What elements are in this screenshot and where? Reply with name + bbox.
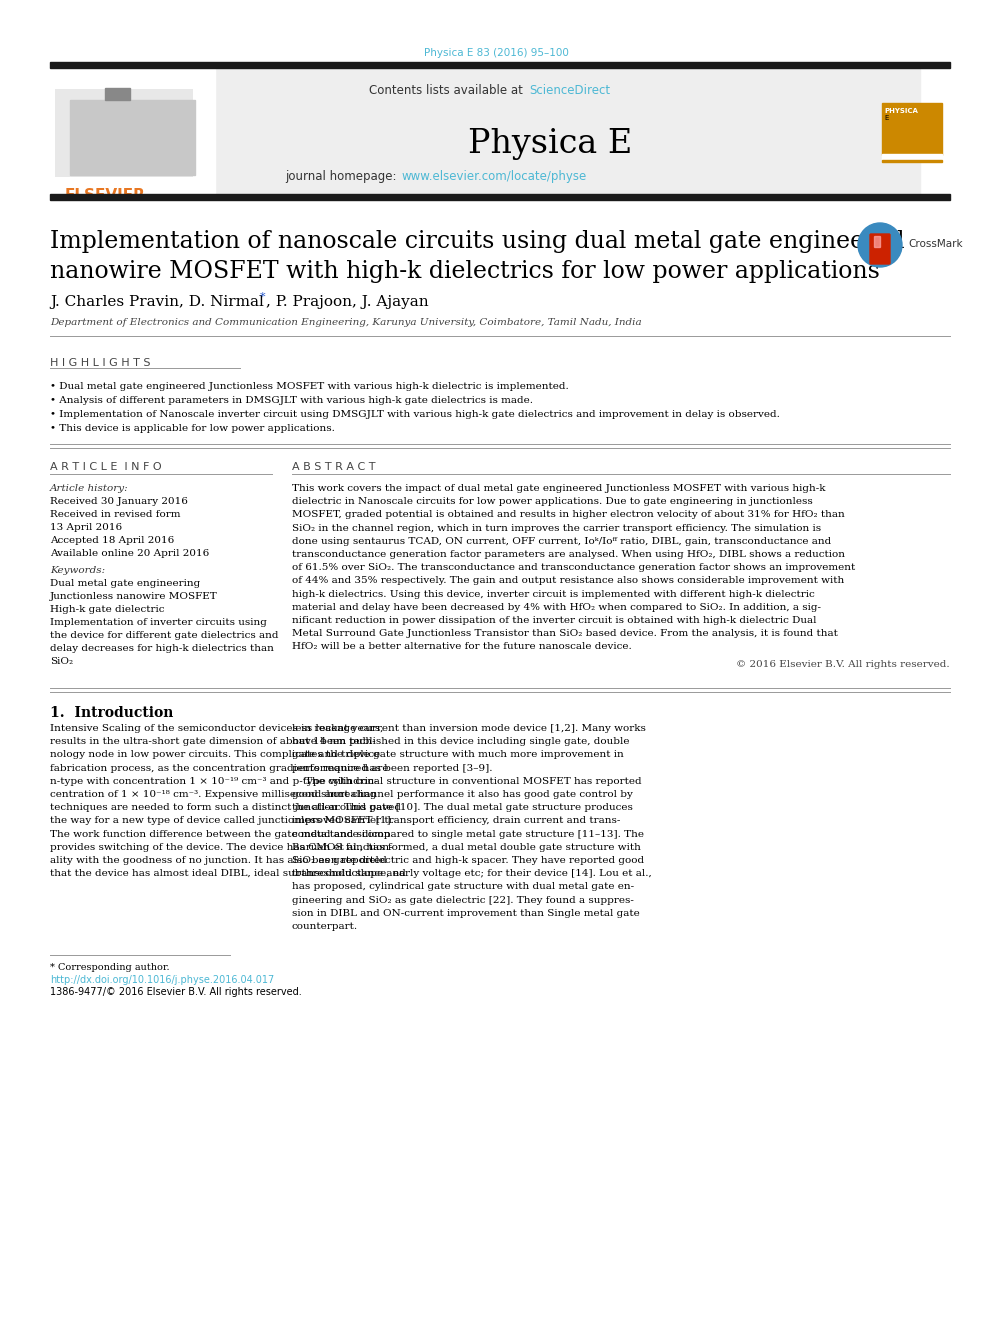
Text: counterpart.: counterpart. bbox=[292, 922, 358, 931]
Text: Implementation of nanoscale circuits using dual metal gate engineered: Implementation of nanoscale circuits usi… bbox=[50, 230, 905, 253]
Text: dielectric in Nanoscale circuits for low power applications. Due to gate enginee: dielectric in Nanoscale circuits for low… bbox=[292, 497, 812, 507]
Text: © 2016 Elsevier B.V. All rights reserved.: © 2016 Elsevier B.V. All rights reserved… bbox=[736, 660, 950, 668]
Text: MOSFET, graded potential is obtained and results in higher electron velocity of : MOSFET, graded potential is obtained and… bbox=[292, 511, 845, 520]
Text: high-k dielectrics. Using this device, inverter circuit is implemented with diff: high-k dielectrics. Using this device, i… bbox=[292, 590, 814, 598]
Text: of 61.5% over SiO₂. The transconductance and transconductance generation factor : of 61.5% over SiO₂. The transconductance… bbox=[292, 564, 855, 573]
Text: less leakage current than inversion mode device [1,2]. Many works: less leakage current than inversion mode… bbox=[292, 724, 646, 733]
Text: Received 30 January 2016: Received 30 January 2016 bbox=[50, 497, 187, 505]
Text: improved carrier transport efficiency, drain current and trans-: improved carrier transport efficiency, d… bbox=[292, 816, 620, 826]
Text: , P. Prajoon, J. Ajayan: , P. Prajoon, J. Ajayan bbox=[266, 295, 429, 310]
Text: transconductance, early voltage etc; for their device [14]. Lou et al.,: transconductance, early voltage etc; for… bbox=[292, 869, 652, 878]
Text: provides switching of the device. The device has CMOS function-: provides switching of the device. The de… bbox=[50, 843, 393, 852]
Text: The work function difference between the gate metal and silicon: The work function difference between the… bbox=[50, 830, 391, 839]
Text: nology node in low power circuits. This complicates the device: nology node in low power circuits. This … bbox=[50, 750, 380, 759]
Text: gate and triple gate structure with much more improvement in: gate and triple gate structure with much… bbox=[292, 750, 624, 759]
Text: conductance compared to single metal gate structure [11–13]. The: conductance compared to single metal gat… bbox=[292, 830, 644, 839]
Text: sion in DIBL and ON-current improvement than Single metal gate: sion in DIBL and ON-current improvement … bbox=[292, 909, 640, 918]
Text: techniques are needed to form such a distinct junction. This paved: techniques are needed to form such a dis… bbox=[50, 803, 401, 812]
Text: This work covers the impact of dual metal gate engineered Junctionless MOSFET wi: This work covers the impact of dual meta… bbox=[292, 484, 825, 493]
Text: • Analysis of different parameters in DMSGJLT with various high-k gate dielectri: • Analysis of different parameters in DM… bbox=[50, 396, 533, 405]
Text: SiO₂ in the channel region, which in turn improves the carrier transport efficie: SiO₂ in the channel region, which in tur… bbox=[292, 524, 821, 533]
Text: Physica E: Physica E bbox=[468, 128, 632, 160]
Text: nificant reduction in power dissipation of the inverter circuit is obtained with: nificant reduction in power dissipation … bbox=[292, 617, 816, 624]
Text: Available online 20 April 2016: Available online 20 April 2016 bbox=[50, 549, 209, 558]
Text: gineering and SiO₂ as gate dielectric [22]. They found a suppres-: gineering and SiO₂ as gate dielectric [2… bbox=[292, 896, 634, 905]
Text: 13 April 2016: 13 April 2016 bbox=[50, 523, 122, 532]
Bar bbox=[50, 69, 215, 194]
Text: • Implementation of Nanoscale inverter circuit using DMSGJLT with various high-k: • Implementation of Nanoscale inverter c… bbox=[50, 410, 780, 419]
Text: delay decreases for high-k dielectrics than: delay decreases for high-k dielectrics t… bbox=[50, 644, 274, 654]
Bar bbox=[55, 89, 193, 177]
Text: CrossMark: CrossMark bbox=[908, 239, 962, 249]
Text: nanowire MOSFET with high-k dielectrics for low power applications: nanowire MOSFET with high-k dielectrics … bbox=[50, 261, 880, 283]
Text: Contents lists available at: Contents lists available at bbox=[369, 83, 527, 97]
Text: • Dual metal gate engineered Junctionless MOSFET with various high-k dielectric : • Dual metal gate engineered Junctionles… bbox=[50, 382, 568, 392]
Text: * Corresponding author.: * Corresponding author. bbox=[50, 963, 170, 972]
Text: transconductance generation factor parameters are analysed. When using HfO₂, DIB: transconductance generation factor param… bbox=[292, 550, 845, 560]
Text: Intensive Scaling of the semiconductor devices in recent years,: Intensive Scaling of the semiconductor d… bbox=[50, 724, 383, 733]
Circle shape bbox=[858, 224, 902, 267]
Text: High-k gate dielectric: High-k gate dielectric bbox=[50, 605, 165, 614]
Bar bbox=[882, 70, 912, 101]
Text: Department of Electronics and Communication Engineering, Karunya University, Coi: Department of Electronics and Communicat… bbox=[50, 318, 642, 327]
Text: HfO₂ will be a better alternative for the future nanoscale device.: HfO₂ will be a better alternative for th… bbox=[292, 643, 632, 651]
Text: journal homepage:: journal homepage: bbox=[285, 169, 400, 183]
Text: have been published in this device including single gate, double: have been published in this device inclu… bbox=[292, 737, 630, 746]
Text: The cylindrical structure in conventional MOSFET has reported: The cylindrical structure in conventiona… bbox=[292, 777, 642, 786]
Text: material and delay have been decreased by 4% with HfO₂ when compared to SiO₂. In: material and delay have been decreased b… bbox=[292, 603, 821, 611]
Text: the device for different gate dielectrics and: the device for different gate dielectric… bbox=[50, 631, 279, 640]
Text: the way for a new type of device called junctionless MOSFET [1].: the way for a new type of device called … bbox=[50, 816, 394, 826]
Text: *: * bbox=[260, 292, 266, 302]
Text: done using sentaurus TCAD, ON current, OFF current, Iᴏᵏ/Iᴏᶠᶠ ratio, DIBL, gain, : done using sentaurus TCAD, ON current, O… bbox=[292, 537, 831, 546]
Bar bbox=[50, 62, 950, 67]
Text: http://dx.doi.org/10.1016/j.physe.2016.04.017: http://dx.doi.org/10.1016/j.physe.2016.0… bbox=[50, 975, 274, 986]
Text: Keywords:: Keywords: bbox=[50, 566, 105, 576]
Text: www.elsevier.com/locate/physe: www.elsevier.com/locate/physe bbox=[402, 169, 587, 183]
Text: performance has been reported [3–9].: performance has been reported [3–9]. bbox=[292, 763, 492, 773]
Text: SiO₂ as gate dielectric and high-k spacer. They have reported good: SiO₂ as gate dielectric and high-k space… bbox=[292, 856, 644, 865]
Text: fabrication process, as the concentration gradients required are: fabrication process, as the concentratio… bbox=[50, 763, 389, 773]
Text: Received in revised form: Received in revised form bbox=[50, 509, 181, 519]
Text: Physica E 83 (2016) 95–100: Physica E 83 (2016) 95–100 bbox=[424, 48, 568, 58]
Text: • This device is applicable for low power applications.: • This device is applicable for low powe… bbox=[50, 423, 335, 433]
Text: A B S T R A C T: A B S T R A C T bbox=[292, 462, 376, 472]
Text: the all-around gate [10]. The dual metal gate structure produces: the all-around gate [10]. The dual metal… bbox=[292, 803, 633, 812]
Bar bbox=[50, 194, 950, 200]
Text: n-type with concentration 1 × 10⁻¹⁹ cm⁻³ and p-type with con-: n-type with concentration 1 × 10⁻¹⁹ cm⁻³… bbox=[50, 777, 378, 786]
Bar bbox=[215, 69, 920, 194]
Text: J. Charles Pravin, D. Nirmal: J. Charles Pravin, D. Nirmal bbox=[50, 295, 264, 310]
Bar bbox=[105, 89, 130, 101]
FancyBboxPatch shape bbox=[870, 234, 890, 265]
Bar bbox=[70, 101, 195, 175]
Text: Junctionless nanowire MOSFET: Junctionless nanowire MOSFET bbox=[50, 591, 218, 601]
Text: ality with the goodness of no junction. It has also been reported: ality with the goodness of no junction. … bbox=[50, 856, 387, 865]
Text: Article history:: Article history: bbox=[50, 484, 129, 493]
Text: A R T I C L E  I N F O: A R T I C L E I N F O bbox=[50, 462, 162, 472]
Text: that the device has almost ideal DIBL, ideal subthreshold slope and: that the device has almost ideal DIBL, i… bbox=[50, 869, 406, 878]
Text: 1386-9477/© 2016 Elsevier B.V. All rights reserved.: 1386-9477/© 2016 Elsevier B.V. All right… bbox=[50, 987, 302, 998]
Bar bbox=[882, 160, 942, 161]
Text: ScienceDirect: ScienceDirect bbox=[529, 83, 610, 97]
Bar bbox=[882, 153, 942, 160]
Text: Implementation of inverter circuits using: Implementation of inverter circuits usin… bbox=[50, 618, 267, 627]
FancyBboxPatch shape bbox=[875, 237, 881, 247]
Text: H I G H L I G H T S: H I G H L I G H T S bbox=[50, 359, 151, 368]
Text: PHYSICA: PHYSICA bbox=[884, 108, 918, 114]
Text: ELSEVIER: ELSEVIER bbox=[65, 188, 146, 202]
Text: 1.  Introduction: 1. Introduction bbox=[50, 706, 174, 720]
Text: of 44% and 35% respectively. The gain and output resistance also shows considera: of 44% and 35% respectively. The gain an… bbox=[292, 577, 844, 585]
Text: Metal Surround Gate Junctionless Transistor than SiO₂ based device. From the ana: Metal Surround Gate Junctionless Transis… bbox=[292, 630, 838, 638]
Text: centration of 1 × 10⁻¹⁸ cm⁻³. Expensive millisecond annealing: centration of 1 × 10⁻¹⁸ cm⁻³. Expensive … bbox=[50, 790, 377, 799]
Text: has proposed, cylindrical gate structure with dual metal gate en-: has proposed, cylindrical gate structure… bbox=[292, 882, 634, 892]
Text: results in the ultra-short gate dimension of about 14 nm tech-: results in the ultra-short gate dimensio… bbox=[50, 737, 376, 746]
Text: E: E bbox=[884, 115, 889, 120]
Bar bbox=[882, 103, 942, 155]
Text: Dual metal gate engineering: Dual metal gate engineering bbox=[50, 579, 200, 587]
Text: Baruah et al., has formed, a dual metal double gate structure with: Baruah et al., has formed, a dual metal … bbox=[292, 843, 641, 852]
Text: SiO₂: SiO₂ bbox=[50, 658, 73, 665]
Text: good short channel performance it also has good gate control by: good short channel performance it also h… bbox=[292, 790, 633, 799]
Text: Accepted 18 April 2016: Accepted 18 April 2016 bbox=[50, 536, 175, 545]
